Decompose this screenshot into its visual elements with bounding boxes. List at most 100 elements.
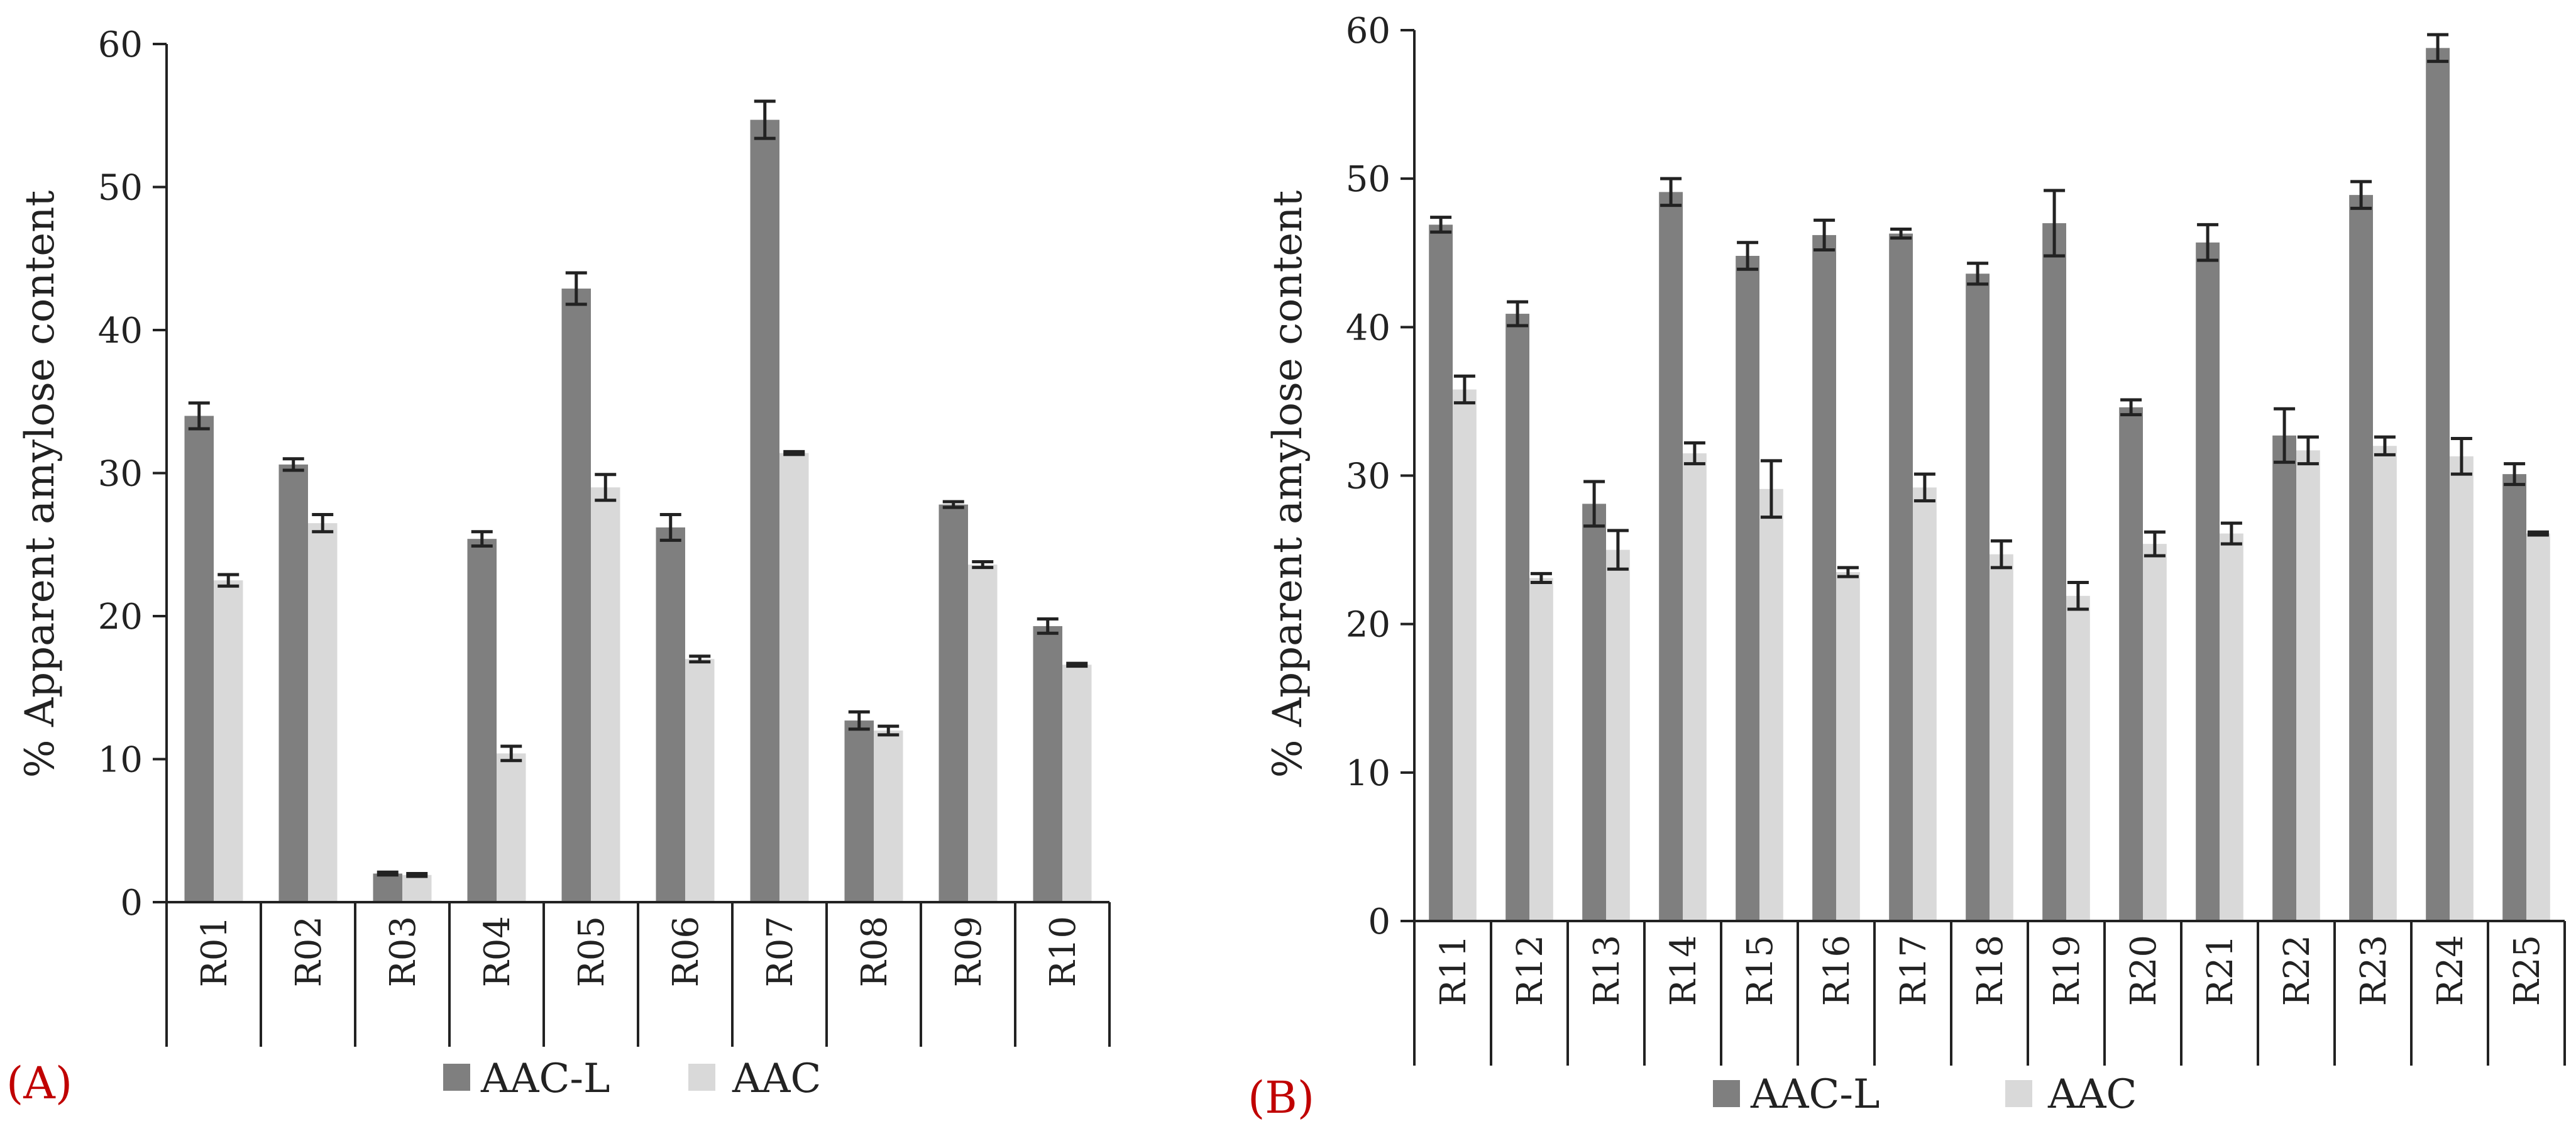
bar-r15-aac-l (1736, 255, 1759, 921)
bar-r17-aac (1913, 487, 1937, 921)
panel-b-label: (B) (1248, 1072, 1314, 1123)
bar-r06-aac-l (656, 527, 685, 902)
error-bar-r14-aac-l (1660, 177, 1682, 207)
error-bar-r03-aac (406, 872, 428, 878)
error-bar-r06-aac (689, 654, 711, 664)
error-bar-r03-aac-l (377, 870, 399, 877)
error-bar-r24-aac-l (2427, 33, 2449, 63)
bar-r06-aac (685, 659, 715, 902)
legend-swatch-aac (688, 1064, 715, 1091)
bar-r09-aac (968, 565, 998, 902)
bar-r10-aac-l (1033, 626, 1062, 902)
category-label-r17: R17 (1893, 935, 1934, 1006)
y-tick-label: 20 (1346, 605, 1390, 646)
y-tick-label: 40 (1346, 307, 1390, 348)
category-label-r01: R01 (194, 916, 235, 987)
error-bar-r21-aac (2220, 521, 2242, 546)
error-bar-r07-aac-l (754, 99, 776, 140)
error-bar-r21-aac-l (2197, 223, 2219, 262)
panel-a-error-bars (188, 99, 1088, 878)
category-label-r25: R25 (2507, 935, 2548, 1006)
error-bar-r15-aac-l (1737, 241, 1759, 271)
bar-r08-aac (874, 731, 903, 902)
bar-r18-aac (1990, 554, 2013, 921)
error-bar-r16-aac-l (1814, 218, 1836, 252)
error-bar-r23-aac (2374, 435, 2396, 456)
category-label-r20: R20 (2123, 935, 2164, 1006)
category-label-r12: R12 (1510, 935, 1551, 1006)
bar-r23-aac-l (2349, 195, 2373, 921)
error-bar-r25-aac-l (2504, 462, 2526, 487)
bar-r13-aac (1606, 549, 1630, 921)
bar-r02-aac-l (278, 464, 308, 902)
error-bar-r16-aac (1837, 566, 1859, 578)
y-tick-label: 30 (98, 454, 143, 495)
panel-b-y-axis-title: % Apparent amylose content (1265, 190, 1311, 778)
bar-r25-aac (2526, 533, 2550, 921)
category-label-r15: R15 (1740, 935, 1781, 1006)
panel-a-y-ticks: 0 10 20 30 40 50 60 (98, 25, 167, 924)
error-bar-r10-aac-l (1037, 617, 1059, 635)
error-bar-r09-aac (972, 560, 994, 570)
error-bar-r17-aac-l (1890, 227, 1912, 240)
bar-r02-aac (308, 523, 338, 902)
y-tick-label: 50 (1346, 159, 1390, 200)
bar-r04-aac (497, 753, 526, 902)
error-bar-r07-aac (783, 450, 805, 456)
bar-r09-aac-l (938, 504, 968, 902)
bar-r25-aac-l (2502, 474, 2526, 921)
panel-b-bars (1429, 48, 2550, 922)
error-bar-r20-aac (2144, 530, 2166, 558)
bar-r21-aac-l (2196, 242, 2220, 922)
panel-a-bars (184, 119, 1092, 903)
bar-r18-aac-l (1966, 273, 1990, 921)
error-bar-r02-aac-l (282, 457, 304, 472)
y-tick-label: 10 (98, 740, 143, 781)
error-bar-r15-aac (1760, 459, 1782, 519)
panel-a-legend: AAC-L AAC (443, 1056, 821, 1102)
bar-r01-aac (214, 580, 243, 902)
bar-r13-aac-l (1582, 504, 1606, 921)
legend-swatch-aac (2005, 1080, 2032, 1107)
category-label-r16: R16 (1817, 935, 1858, 1006)
y-tick-label: 60 (98, 25, 143, 65)
category-label-r04: R04 (477, 916, 518, 987)
category-label-r14: R14 (1663, 935, 1704, 1006)
category-label-r09: R09 (949, 916, 989, 987)
panel-a-category-labels: R01 R02 R03 R04 R05 R06 R07 R08 R09 R10 (194, 916, 1084, 987)
bar-r11-aac-l (1429, 224, 1453, 922)
y-tick-label: 20 (98, 597, 143, 637)
error-bar-r20-aac-l (2120, 398, 2142, 417)
panel-b-error-bars (1430, 33, 2549, 611)
bar-r05-aac-l (561, 289, 591, 902)
y-tick-label: 40 (98, 311, 143, 351)
bar-r16-aac (1836, 572, 1860, 921)
error-bar-r04-aac-l (471, 530, 493, 548)
category-label-r10: R10 (1043, 916, 1084, 987)
category-label-r03: R03 (383, 916, 424, 987)
error-bar-r08-aac (878, 724, 900, 737)
category-label-r02: R02 (289, 916, 329, 987)
legend-swatch-aac-l (443, 1064, 470, 1091)
error-bar-r12-aac (1530, 571, 1552, 585)
panel-b-category-labels: R11 R12 R13 R14 R15 R16 R17 R18 R19 R20 R21 R22 R23 R… (1433, 935, 2548, 1006)
error-bar-r09-aac-l (942, 500, 964, 509)
bar-r12-aac (1529, 578, 1553, 921)
y-tick-label: 10 (1346, 753, 1390, 794)
error-bar-r08-aac-l (848, 710, 870, 731)
bar-r15-aac (1759, 488, 1783, 921)
category-label-r13: R13 (1587, 935, 1627, 1006)
y-tick-label: 0 (1368, 902, 1390, 942)
bar-r12-aac-l (1505, 314, 1529, 921)
bar-r20-aac-l (2119, 407, 2143, 921)
panel-a-axes (153, 44, 1111, 1047)
error-bar-r18-aac-l (1967, 262, 1989, 286)
panel-b-legend: AAC-L AAC (1713, 1071, 2137, 1118)
bar-r14-aac (1683, 453, 1707, 921)
bar-r19-aac (2066, 595, 2090, 921)
error-bar-r13-aac-l (1583, 480, 1605, 528)
bar-r23-aac (2373, 446, 2397, 921)
bar-r22-aac-l (2272, 435, 2296, 921)
bar-r04-aac-l (467, 539, 497, 902)
